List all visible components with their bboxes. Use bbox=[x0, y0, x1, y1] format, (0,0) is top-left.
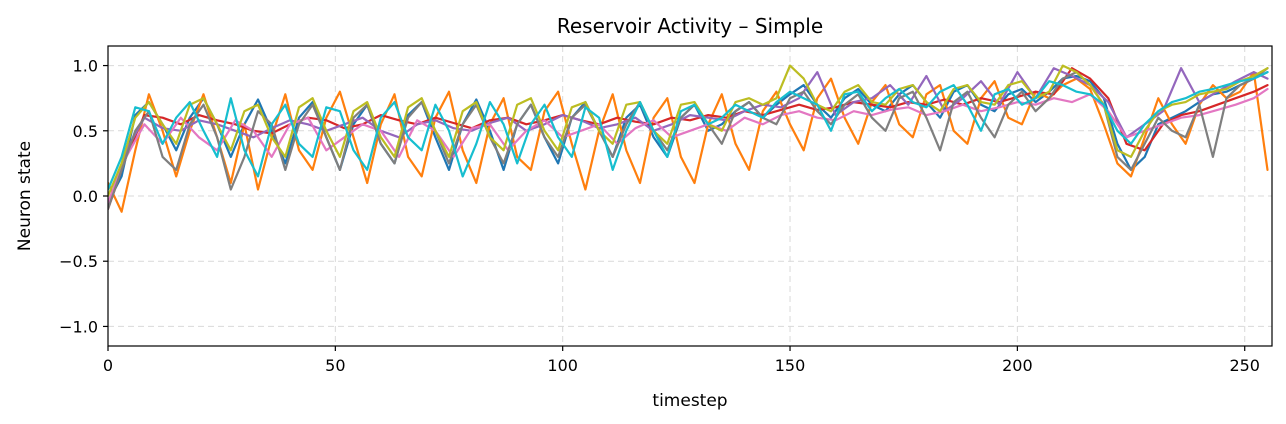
y-axis-title: Neuron state bbox=[15, 141, 35, 251]
x-tick-label: 200 bbox=[1002, 356, 1033, 375]
x-axis: 0 50 100 150 200 250 bbox=[103, 346, 1260, 375]
x-tick-label: 250 bbox=[1229, 356, 1260, 375]
x-tick-label: 50 bbox=[325, 356, 345, 375]
y-tick-label: 0.0 bbox=[73, 187, 98, 206]
series-line-4 bbox=[108, 67, 1269, 208]
x-tick-label: 0 bbox=[103, 356, 113, 375]
y-tick-label: −1.0 bbox=[59, 317, 98, 336]
series-line-8 bbox=[108, 70, 1269, 191]
x-axis-title: timestep bbox=[652, 391, 727, 411]
y-tick-label: 0.5 bbox=[73, 122, 98, 141]
series-layer bbox=[108, 64, 1269, 213]
y-tick-label: 1.0 bbox=[73, 57, 98, 76]
series-line-6 bbox=[108, 67, 1269, 211]
x-tick-label: 150 bbox=[775, 356, 806, 375]
chart-title: Reservoir Activity – Simple bbox=[557, 14, 823, 38]
series-line-7 bbox=[108, 64, 1269, 198]
x-tick-label: 100 bbox=[547, 356, 578, 375]
y-tick-label: −0.5 bbox=[59, 252, 98, 271]
y-axis: −1.0 −0.5 0.0 0.5 1.0 bbox=[59, 57, 108, 336]
series-line-2 bbox=[108, 70, 1269, 213]
